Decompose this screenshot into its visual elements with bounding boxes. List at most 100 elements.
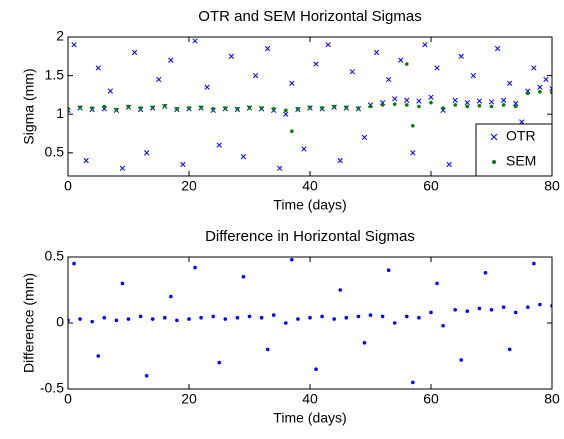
point xyxy=(163,103,167,108)
point xyxy=(126,104,131,109)
point xyxy=(477,103,482,108)
point xyxy=(368,104,373,109)
point xyxy=(404,97,410,103)
point xyxy=(313,61,319,67)
point xyxy=(476,98,483,104)
point xyxy=(411,124,415,128)
point xyxy=(284,321,288,325)
point xyxy=(90,319,94,324)
point xyxy=(422,42,428,48)
y-axis-label: Difference (mm) xyxy=(21,273,37,373)
point xyxy=(513,100,519,107)
point xyxy=(143,150,150,156)
point xyxy=(114,107,119,112)
point xyxy=(356,314,361,319)
point xyxy=(320,106,324,110)
point xyxy=(175,318,179,323)
point xyxy=(385,76,392,83)
point xyxy=(199,315,203,320)
point xyxy=(264,45,271,52)
point xyxy=(102,315,107,320)
point xyxy=(332,104,337,109)
point xyxy=(138,314,143,319)
point xyxy=(241,275,246,279)
point xyxy=(163,315,167,320)
point xyxy=(192,38,198,44)
axes-box xyxy=(67,256,553,390)
point xyxy=(441,323,445,328)
chart-title: Difference in Horizontal Sigmas xyxy=(205,228,415,245)
point xyxy=(126,317,131,321)
points xyxy=(68,257,552,385)
point xyxy=(301,146,307,152)
point xyxy=(386,268,391,273)
x-axis-label: Time (days) xyxy=(273,197,346,213)
point xyxy=(211,107,215,111)
point xyxy=(187,317,191,321)
point xyxy=(296,107,300,111)
point xyxy=(531,65,537,71)
point xyxy=(537,84,543,90)
point xyxy=(277,165,283,171)
point xyxy=(411,380,415,385)
point xyxy=(211,314,215,319)
point xyxy=(265,347,270,352)
point xyxy=(344,105,349,110)
point xyxy=(199,105,203,110)
x-axis-label: Time (days) xyxy=(273,410,346,426)
point xyxy=(501,305,506,309)
point xyxy=(356,106,361,110)
point xyxy=(71,42,77,48)
point xyxy=(434,65,440,71)
point xyxy=(459,358,464,362)
axes-box xyxy=(67,36,553,177)
point xyxy=(344,315,349,320)
point xyxy=(410,150,416,156)
point xyxy=(543,76,549,83)
point xyxy=(526,91,530,96)
point xyxy=(464,99,470,106)
point xyxy=(119,165,126,171)
point xyxy=(187,106,191,110)
point xyxy=(428,94,434,100)
point xyxy=(72,261,76,266)
y-tick-label: 0 xyxy=(56,314,64,330)
point xyxy=(156,76,162,83)
point xyxy=(320,314,324,319)
point xyxy=(308,105,312,110)
point xyxy=(513,310,518,315)
point xyxy=(538,302,542,307)
point xyxy=(259,106,264,110)
point xyxy=(405,103,409,107)
point xyxy=(532,261,536,266)
legend-label: SEM xyxy=(506,153,536,169)
point xyxy=(150,105,155,110)
y-tick-label: 1.5 xyxy=(45,66,65,82)
point xyxy=(453,103,458,107)
point xyxy=(506,80,513,86)
point xyxy=(489,104,494,109)
point xyxy=(223,106,228,110)
point xyxy=(235,107,240,111)
y-tick-label: 0.5 xyxy=(45,144,65,160)
point xyxy=(144,374,149,378)
x-tick-label: 20 xyxy=(181,391,197,407)
point xyxy=(441,106,445,110)
point xyxy=(217,360,222,365)
point xyxy=(417,104,421,109)
point xyxy=(416,98,422,104)
point xyxy=(373,49,380,56)
point xyxy=(247,105,252,110)
point xyxy=(290,257,294,262)
point xyxy=(489,308,494,312)
point xyxy=(526,305,530,309)
point xyxy=(102,104,107,109)
point xyxy=(507,347,512,352)
point xyxy=(223,317,228,321)
point xyxy=(405,314,409,319)
point xyxy=(513,104,518,109)
point xyxy=(284,108,288,113)
point xyxy=(168,57,174,63)
points xyxy=(68,38,552,171)
